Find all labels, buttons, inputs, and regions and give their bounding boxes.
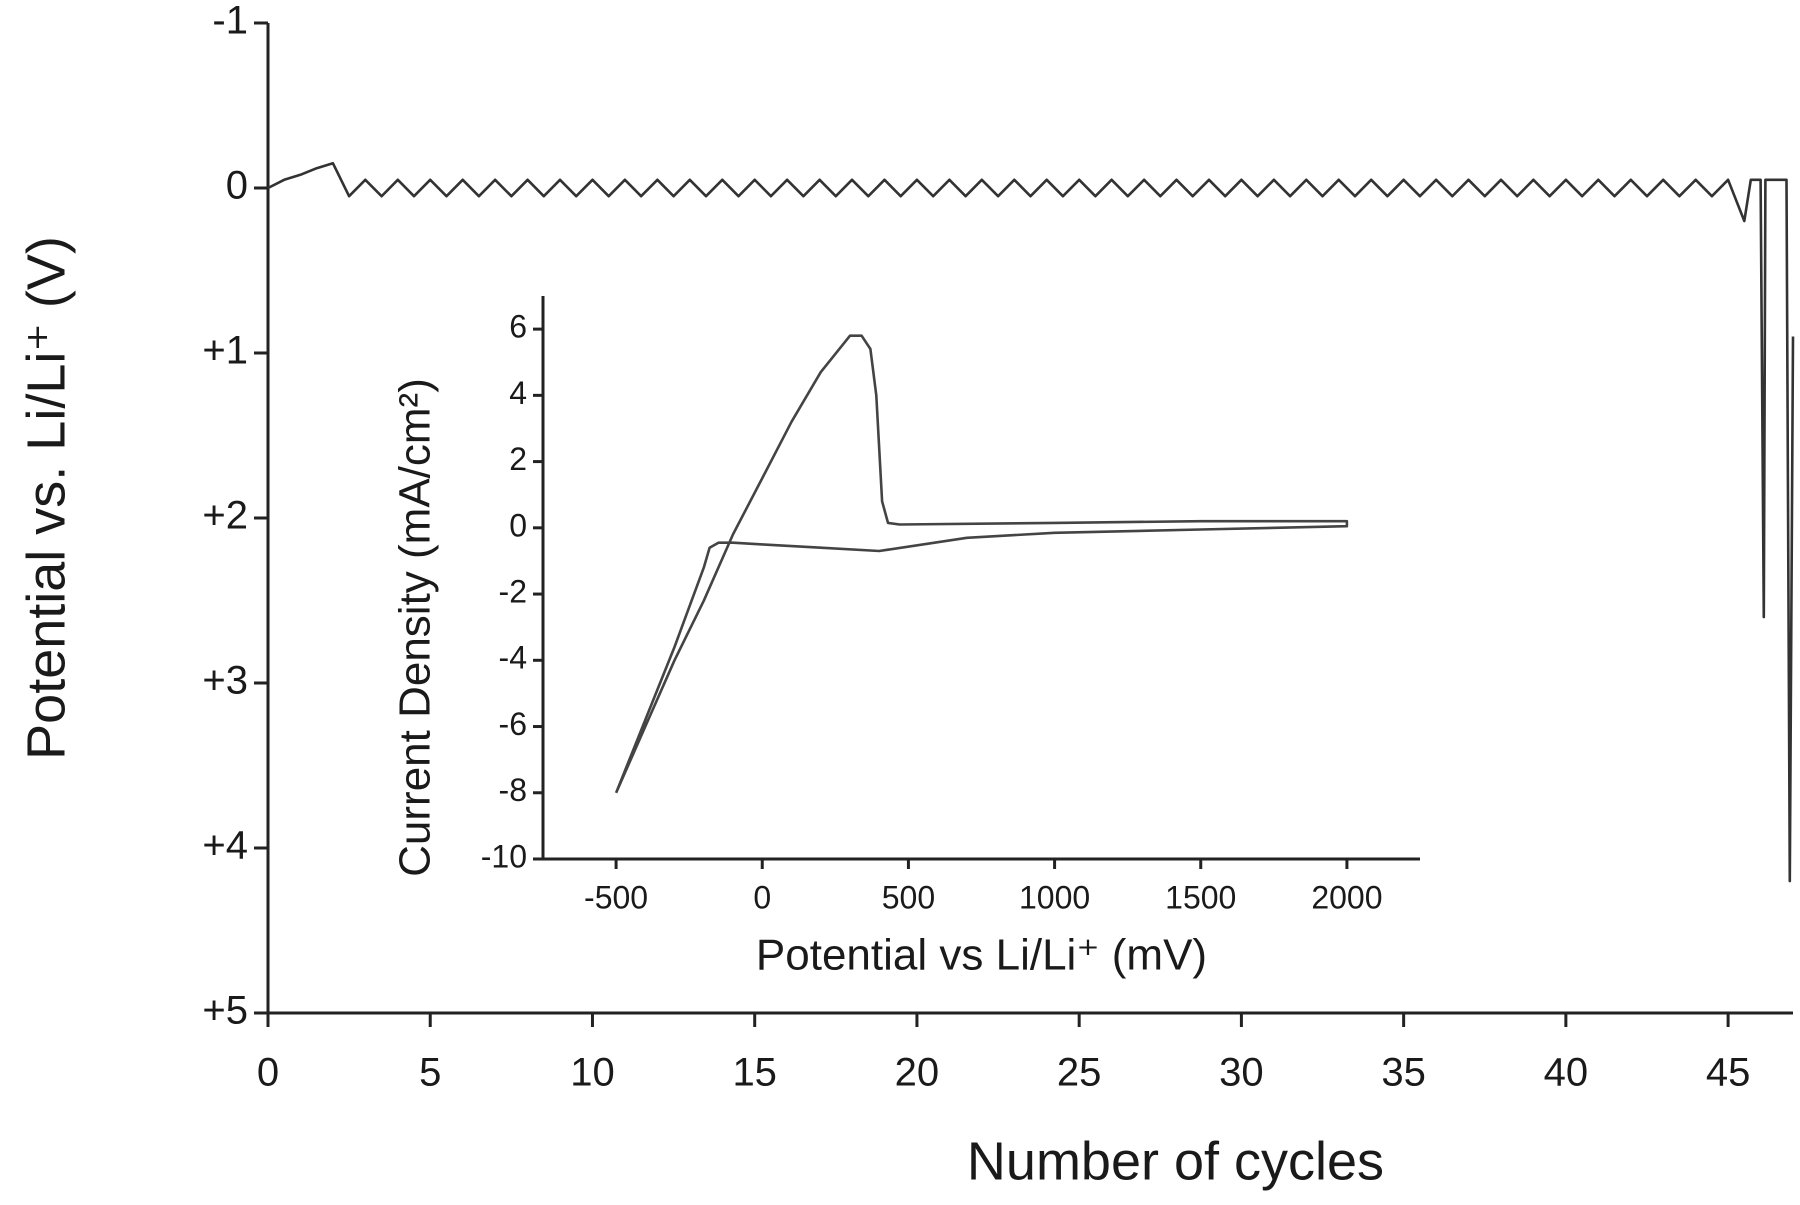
x-tick-label: 0 xyxy=(753,879,771,915)
axes xyxy=(541,296,1420,861)
x-tick-label: 10 xyxy=(570,1051,615,1095)
x-tick-label: 5 xyxy=(419,1051,441,1095)
y-tick-label: 0 xyxy=(509,507,527,543)
y-tick-label: +1 xyxy=(202,329,248,373)
data-line xyxy=(267,161,1795,883)
x-tick-label: 20 xyxy=(895,1051,940,1095)
y-tick-label: -4 xyxy=(499,640,527,676)
x-axis-label: Number of cycles xyxy=(967,1131,1384,1191)
y-tick-label: 4 xyxy=(509,375,527,411)
x-tick-label: 30 xyxy=(1219,1051,1264,1095)
y-tick-label: +4 xyxy=(202,824,248,868)
y-tick-label: 2 xyxy=(509,441,527,477)
x-tick-label: 1000 xyxy=(1019,879,1090,915)
y-tick-label: -1 xyxy=(212,0,248,43)
x-tick-label: 2000 xyxy=(1311,879,1382,915)
y-tick-label: 6 xyxy=(509,309,527,345)
x-tick-label: 25 xyxy=(1057,1051,1102,1095)
x-tick-label: 45 xyxy=(1706,1051,1751,1095)
x-axis-label: Potential vs Li/Li⁺ (mV) xyxy=(756,931,1207,980)
y-tick-label: -8 xyxy=(499,772,527,808)
y-tick-label: +3 xyxy=(202,659,248,703)
y-tick-label: -2 xyxy=(499,574,527,610)
x-tick-label: 1500 xyxy=(1165,879,1236,915)
x-tick-label: 500 xyxy=(882,879,935,915)
y-tick-label: -6 xyxy=(499,706,527,742)
x-tick-label: 15 xyxy=(732,1051,777,1095)
y-tick-label: 0 xyxy=(226,164,248,208)
x-tick-label: 35 xyxy=(1381,1051,1426,1095)
data-line xyxy=(614,334,1349,794)
y-axis-label: Potential vs. Li/Li⁺ (V) xyxy=(16,236,76,760)
y-tick-label: +5 xyxy=(202,989,248,1033)
x-tick-label: 40 xyxy=(1544,1051,1589,1095)
y-axis-label: Current Density (mA/cm²) xyxy=(391,378,440,877)
y-tick-label: -10 xyxy=(481,838,527,874)
x-tick-label: -500 xyxy=(584,879,648,915)
y-tick-label: +2 xyxy=(202,494,248,538)
x-tick-label: 0 xyxy=(257,1051,279,1095)
